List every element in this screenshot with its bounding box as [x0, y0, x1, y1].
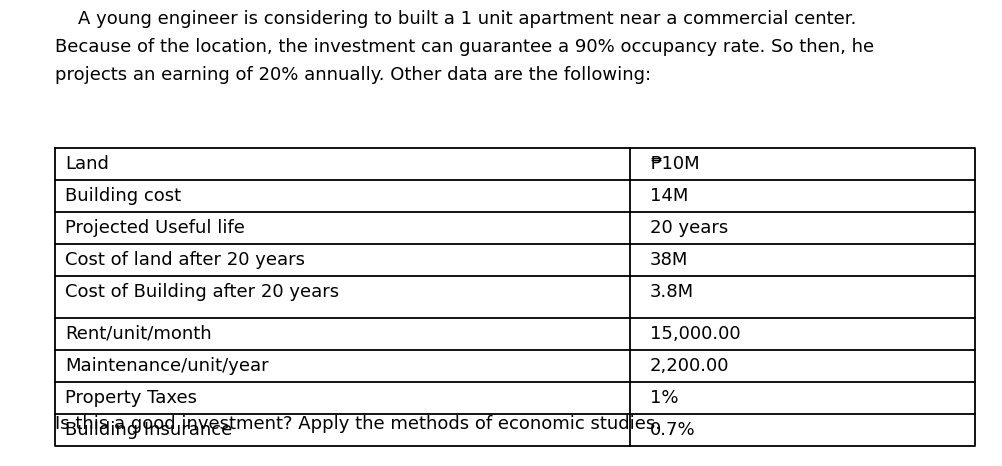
- Text: 2,200.00: 2,200.00: [649, 357, 728, 375]
- Text: 0.7%: 0.7%: [649, 421, 695, 439]
- Text: Building Insurance: Building Insurance: [65, 421, 232, 439]
- Text: Property Taxes: Property Taxes: [65, 389, 196, 407]
- Text: projects an earning of 20% annually. Other data are the following:: projects an earning of 20% annually. Oth…: [55, 66, 650, 84]
- Text: Cost of Building after 20 years: Cost of Building after 20 years: [65, 283, 339, 301]
- Text: Building cost: Building cost: [65, 187, 181, 205]
- Text: Land: Land: [65, 155, 109, 173]
- Text: 3.8M: 3.8M: [649, 283, 693, 301]
- Text: 14M: 14M: [649, 187, 687, 205]
- Text: Cost of land after 20 years: Cost of land after 20 years: [65, 251, 305, 269]
- Text: 1%: 1%: [649, 389, 677, 407]
- Text: 20 years: 20 years: [649, 219, 727, 237]
- Text: A young engineer is considering to built a 1 unit apartment near a commercial ce: A young engineer is considering to built…: [55, 10, 856, 28]
- Text: Rent/unit/month: Rent/unit/month: [65, 325, 211, 343]
- Text: Projected Useful life: Projected Useful life: [65, 219, 244, 237]
- Text: Maintenance/unit/year: Maintenance/unit/year: [65, 357, 269, 375]
- Text: 38M: 38M: [649, 251, 687, 269]
- Text: Because of the location, the investment can guarantee a 90% occupancy rate. So t: Because of the location, the investment …: [55, 38, 874, 56]
- Text: ₱10M: ₱10M: [649, 155, 699, 173]
- Text: Is this a good investment? Apply the methods of economic studies.: Is this a good investment? Apply the met…: [55, 415, 660, 433]
- Text: 15,000.00: 15,000.00: [649, 325, 739, 343]
